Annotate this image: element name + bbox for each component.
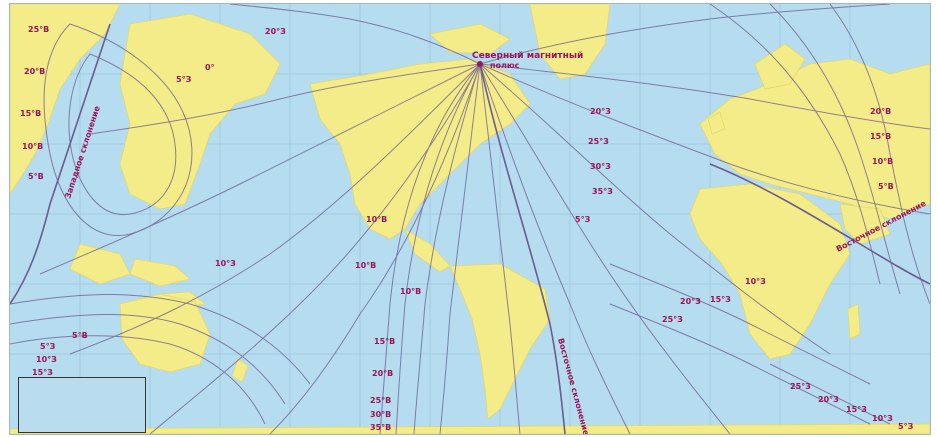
declination-label: 25°З — [588, 137, 609, 146]
declination-label: 10°З — [215, 259, 236, 268]
declination-label: 20°В — [372, 369, 393, 378]
declination-label: 10°В — [366, 215, 387, 224]
agonic-lines — [10, 23, 930, 434]
declination-label: 20°В — [24, 67, 45, 76]
declination-label: 20°З — [818, 395, 839, 404]
landmass-africa — [689, 183, 851, 360]
declination-label: 5°В — [28, 172, 44, 181]
declination-label: 15°В — [870, 132, 891, 141]
declination-label: 20°З — [680, 297, 701, 306]
declination-label: 5°З — [176, 75, 192, 84]
declination-label: 10°В — [355, 261, 376, 270]
declination-label: 5°З — [898, 422, 914, 431]
declination-label: 10°В — [872, 157, 893, 166]
landmass-antarctica — [10, 423, 930, 434]
legend-box — [18, 377, 146, 433]
declination-label: 35°З — [592, 187, 613, 196]
declination-label: 25°З — [790, 382, 811, 391]
declination-label: 20°З — [265, 27, 286, 36]
declination-label: 15°З — [32, 368, 53, 377]
declination-label: 5°З — [40, 342, 56, 351]
landmass-east-siberia — [10, 4, 121, 195]
declination-label: 10°З — [872, 414, 893, 423]
declination-label: 15°З — [710, 295, 731, 304]
declination-label: 35°В — [370, 423, 391, 432]
declination-label: 10°В — [22, 142, 43, 151]
declination-label: 20°В — [870, 107, 891, 116]
pole-label-line1: Северный магнитный — [472, 51, 583, 61]
declination-labels: 25°В 20°В 15°В 10°В 5°В 0° 5°З 10°З 20°З… — [20, 25, 914, 432]
declination-label: 30°В — [370, 410, 391, 419]
declination-label: 25°В — [370, 396, 391, 405]
declination-label: 30°З — [590, 162, 611, 171]
declination-label: 10°В — [400, 287, 421, 296]
pole-label-line2: полюс — [490, 61, 520, 70]
declination-label: 20°З — [590, 107, 611, 116]
declination-label: 10°З — [745, 277, 766, 286]
declination-label: 10°З — [36, 355, 57, 364]
declination-label: 25°З — [662, 315, 683, 324]
declination-map: Северный магнитный полюс Западное склоне… — [9, 3, 931, 435]
declination-label: 5°З — [575, 215, 591, 224]
declination-label: 0° — [205, 63, 215, 72]
isogonic-lines — [10, 4, 930, 434]
landmass-south-america — [449, 263, 551, 420]
landmass-australia — [119, 293, 211, 373]
magnetic-pole-marker — [477, 61, 483, 67]
declination-label: 15°В — [374, 337, 395, 346]
landmass-asia — [119, 13, 281, 210]
declination-label: 15°З — [846, 405, 867, 414]
land — [10, 4, 930, 434]
landmass-indonesia — [69, 243, 131, 285]
declination-label: 25°В — [28, 25, 49, 34]
declination-label: 15°В — [20, 109, 41, 118]
declination-label: 5°В — [878, 182, 894, 191]
declination-label: 5°В — [72, 331, 88, 340]
